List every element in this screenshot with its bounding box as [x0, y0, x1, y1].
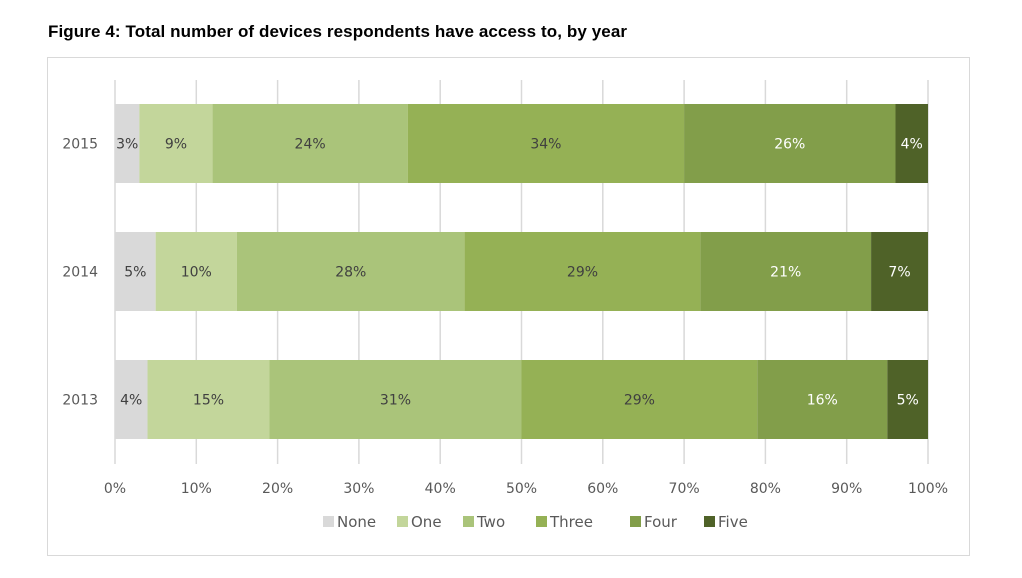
- legend-label: Four: [644, 513, 678, 531]
- data-label: 4%: [901, 137, 923, 153]
- legend-swatch-three: [536, 516, 547, 527]
- legend-swatch-five: [704, 516, 715, 527]
- bar-segment-one: [155, 232, 237, 311]
- bar-segment-five: [887, 360, 928, 439]
- data-label: 15%: [193, 393, 224, 409]
- data-label: 24%: [295, 137, 326, 153]
- bar-segment-five: [895, 104, 928, 183]
- data-label: 26%: [774, 137, 805, 153]
- bar-segment-four: [684, 104, 896, 183]
- data-label: 4%: [120, 393, 142, 409]
- y-tick-label: 2013: [62, 393, 98, 409]
- data-label: 28%: [335, 265, 366, 281]
- bar-segment-five: [871, 232, 928, 311]
- legend-swatch-four: [630, 516, 641, 527]
- data-label: 34%: [530, 137, 561, 153]
- data-label: 5%: [897, 393, 919, 409]
- bar-segment-two: [269, 360, 522, 439]
- legend-label: Three: [549, 513, 593, 531]
- legend-swatch-two: [463, 516, 474, 527]
- bar-segment-three: [464, 232, 701, 311]
- x-tick-label: 30%: [343, 481, 374, 497]
- figure-title: Figure 4: Total number of devices respon…: [48, 22, 628, 41]
- bar-segment-four: [757, 360, 888, 439]
- data-label: 10%: [181, 265, 212, 281]
- y-axis-labels: 2015 2014 2013: [62, 137, 98, 409]
- data-label: 7%: [888, 265, 910, 281]
- data-label: 16%: [807, 393, 838, 409]
- bar-segment-four: [700, 232, 872, 311]
- legend-label: None: [337, 513, 376, 531]
- bar-segment-one: [139, 104, 213, 183]
- legend-label: Five: [718, 513, 748, 531]
- legend-label: Two: [476, 513, 505, 531]
- x-tick-label: 70%: [669, 481, 700, 497]
- bar-segment-none: [115, 104, 140, 183]
- data-label: 31%: [380, 393, 411, 409]
- x-tick-label: 10%: [181, 481, 212, 497]
- y-tick-label: 2014: [62, 265, 98, 281]
- data-label: 3%: [116, 137, 138, 153]
- x-tick-label: 80%: [750, 481, 781, 497]
- legend: None One Two Three Four Five: [323, 513, 748, 531]
- x-tick-label: 0%: [104, 481, 126, 497]
- data-label: 29%: [567, 265, 598, 281]
- chart-frame: [47, 57, 970, 556]
- x-tick-label: 40%: [425, 481, 456, 497]
- x-tick-label: 60%: [587, 481, 618, 497]
- bar-segment-three: [407, 104, 685, 183]
- legend-swatch-one: [397, 516, 408, 527]
- y-tick-label: 2015: [62, 137, 98, 153]
- x-axis-labels: 0% 10% 20% 30% 40% 50% 60% 70% 80% 90% 100%: [104, 481, 948, 497]
- data-label: 21%: [770, 265, 801, 281]
- legend-label: One: [411, 513, 442, 531]
- data-label: 5%: [124, 265, 146, 281]
- data-label: 9%: [165, 137, 187, 153]
- data-label: 29%: [624, 393, 655, 409]
- x-tick-label: 100%: [908, 481, 948, 497]
- bar-segment-none: [115, 232, 156, 311]
- bar-segment-three: [521, 360, 758, 439]
- bar-segment-none: [115, 360, 148, 439]
- legend-swatch-none: [323, 516, 334, 527]
- x-tick-label: 50%: [506, 481, 537, 497]
- x-tick-label: 90%: [831, 481, 862, 497]
- bar-segment-two: [212, 104, 408, 183]
- x-tick-label: 20%: [262, 481, 293, 497]
- bars: 3% 9% 24% 34% 26% 4% 5% 10% 28% 29% 21% 7% 4% 15% 31% 2…: [115, 104, 928, 439]
- bar-segment-two: [236, 232, 465, 311]
- bar-segment-one: [147, 360, 270, 439]
